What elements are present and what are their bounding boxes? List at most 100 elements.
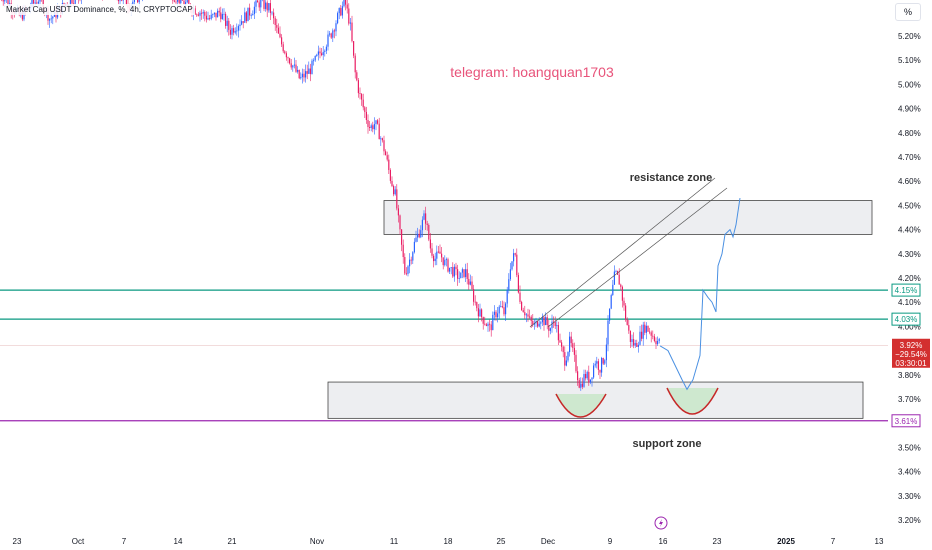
resistance-zone-box[interactable] xyxy=(383,200,873,235)
candle-body xyxy=(4,0,6,2)
candle-body xyxy=(473,289,475,302)
candle-body xyxy=(602,357,604,364)
cup-left-arc[interactable] xyxy=(555,393,607,418)
candle-body xyxy=(239,24,241,27)
candle-body xyxy=(373,124,375,130)
candle-body xyxy=(601,357,603,373)
candle-body xyxy=(362,99,364,108)
candle-body xyxy=(324,50,326,52)
candle-body xyxy=(487,323,489,327)
y-tick-label: 3.20% xyxy=(898,516,921,525)
candle-body xyxy=(372,125,374,130)
candle-body xyxy=(589,379,591,383)
current-price-tag xyxy=(892,338,930,368)
candle-body xyxy=(178,0,180,4)
candle-body xyxy=(549,328,551,331)
candle-body xyxy=(596,361,598,364)
candle-body xyxy=(583,373,585,387)
x-tick-label: 13 xyxy=(875,537,884,546)
candle-body xyxy=(274,18,276,25)
candle-body xyxy=(273,12,275,19)
candle-body xyxy=(380,138,382,140)
candle-body xyxy=(367,120,369,128)
candle-body xyxy=(565,360,567,366)
projection-path[interactable] xyxy=(659,198,741,391)
cup-right-arc[interactable] xyxy=(666,387,719,415)
candle-body xyxy=(188,0,190,4)
candle-body xyxy=(503,307,505,315)
candle-body xyxy=(580,383,582,388)
candle-body xyxy=(236,30,238,32)
y-tick-label: 4.10% xyxy=(898,298,921,307)
candle-body xyxy=(69,0,71,6)
candle-body xyxy=(186,0,188,3)
percent-scale-button[interactable]: % xyxy=(895,3,921,21)
candle-body xyxy=(241,21,243,25)
candle-body xyxy=(532,320,534,325)
candle-body xyxy=(212,14,214,16)
candle-body xyxy=(293,64,295,66)
candle-body xyxy=(137,0,139,3)
candle-body xyxy=(553,321,555,323)
y-tick-label: 4.20% xyxy=(898,274,921,283)
candle-body xyxy=(329,33,331,35)
candle-body xyxy=(333,30,335,32)
candle-body xyxy=(647,325,649,332)
candle-body xyxy=(479,309,481,317)
candle-body xyxy=(73,3,75,5)
candle-body xyxy=(317,51,319,55)
candle-body xyxy=(573,347,575,355)
y-tick-label: 4.70% xyxy=(898,153,921,162)
x-tick-label: 23 xyxy=(13,537,22,546)
candle-body xyxy=(173,0,175,2)
candle-body xyxy=(457,269,459,279)
candle-body xyxy=(228,20,230,30)
x-tick-label: 11 xyxy=(390,537,399,546)
candle-body xyxy=(276,24,278,28)
candle-body xyxy=(225,13,227,26)
candle-body xyxy=(21,12,23,20)
candle-body xyxy=(138,0,140,3)
candle-body xyxy=(642,324,644,339)
candle-body xyxy=(657,340,659,345)
candle-body xyxy=(199,12,201,16)
candle-body xyxy=(314,56,316,61)
x-tick-label: 21 xyxy=(228,537,237,546)
x-axis[interactable]: 23 Oct 7 14 21 Nov 11 18 25 Dec 9 16 23 2025 7 13 xyxy=(13,537,884,546)
candles-layer xyxy=(1,0,660,391)
channel-line-upper[interactable] xyxy=(529,177,716,328)
candle-body xyxy=(389,170,391,181)
candle-body xyxy=(546,317,548,326)
candle-body xyxy=(343,0,345,7)
candle-body xyxy=(34,2,36,4)
candle-body xyxy=(519,292,521,302)
candle-body xyxy=(551,321,553,329)
candle-body xyxy=(465,269,467,277)
candle-body xyxy=(453,266,455,277)
candle-body xyxy=(361,93,363,100)
candle-body xyxy=(237,26,239,31)
candle-body xyxy=(340,8,342,16)
candle-body xyxy=(125,0,127,6)
y-axis[interactable]: 5.20% 5.10% 5.00% 4.90% 4.80% 4.70% 4.60% 4.50%… xyxy=(898,32,921,525)
y-tick-label: 4.60% xyxy=(898,177,921,186)
candle-body xyxy=(172,0,174,1)
candle-body xyxy=(500,306,502,308)
candle-body xyxy=(652,335,654,337)
lightning-icon[interactable] xyxy=(654,516,668,530)
support-zone-label: support zone xyxy=(632,438,701,450)
x-tick-label: 16 xyxy=(659,537,668,546)
candle-body xyxy=(426,223,428,226)
candle-body xyxy=(311,60,313,75)
x-tick-label: Dec xyxy=(541,537,555,546)
candle-body xyxy=(393,186,395,195)
y-tick-label: 5.10% xyxy=(898,56,921,65)
channel-line-lower[interactable] xyxy=(547,187,728,328)
telegram-annotation: telegram: hoangquan1703 xyxy=(450,64,614,80)
candle-body xyxy=(450,267,452,268)
candle-body xyxy=(490,324,492,331)
candle-body xyxy=(319,51,321,54)
candle-body xyxy=(633,339,635,346)
candle-body xyxy=(375,120,377,125)
